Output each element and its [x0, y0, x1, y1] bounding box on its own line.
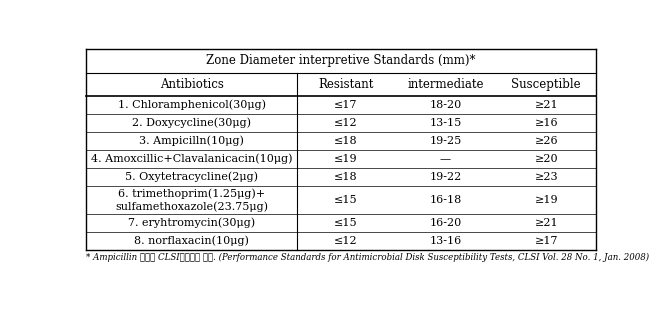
Text: ≥21: ≥21	[535, 100, 558, 110]
Text: ≤17: ≤17	[334, 100, 358, 110]
Text: intermediate: intermediate	[407, 78, 483, 91]
Text: Zone Diameter interpretive Standards (mm)*: Zone Diameter interpretive Standards (mm…	[206, 54, 475, 67]
Text: 16-18: 16-18	[430, 195, 462, 205]
Text: 3. Ampicilln(10μg): 3. Ampicilln(10μg)	[139, 136, 244, 146]
Text: 1. Chloramphenicol(30μg): 1. Chloramphenicol(30μg)	[118, 100, 265, 110]
Text: Antibiotics: Antibiotics	[160, 78, 223, 91]
Text: 5. Oxytetracycline(2μg): 5. Oxytetracycline(2μg)	[125, 172, 258, 182]
Text: ≤15: ≤15	[334, 195, 358, 205]
Text: ≥26: ≥26	[535, 136, 558, 146]
Text: 16-20: 16-20	[430, 218, 462, 228]
Text: 6. trimethoprim(1.25μg)+
sulfamethoxazole(23.75μg): 6. trimethoprim(1.25μg)+ sulfamethoxazol…	[115, 188, 268, 212]
Text: ≥23: ≥23	[535, 172, 558, 182]
Text: 8. norflaxacin(10μg): 8. norflaxacin(10μg)	[134, 236, 249, 246]
Text: 4. Amoxcillic+Clavalanicacin(10μg): 4. Amoxcillic+Clavalanicacin(10μg)	[91, 154, 293, 164]
Text: ≤18: ≤18	[334, 172, 358, 182]
Text: 13-16: 13-16	[430, 236, 462, 246]
Text: ≥16: ≥16	[535, 118, 558, 128]
Text: 18-20: 18-20	[430, 100, 462, 110]
Text: Susceptible: Susceptible	[511, 78, 581, 91]
Text: ≤12: ≤12	[334, 118, 358, 128]
Text: ≥19: ≥19	[535, 195, 558, 205]
Text: ≥20: ≥20	[535, 154, 558, 164]
Text: ≥21: ≥21	[535, 218, 558, 228]
Text: ≤18: ≤18	[334, 136, 358, 146]
Text: 19-22: 19-22	[430, 172, 462, 182]
Text: 13-15: 13-15	[430, 118, 462, 128]
Text: * Ampicillin 의경우 CLSI기준표에 한함. (Performance Standards for Antimicrobial Disk Susc: * Ampicillin 의경우 CLSI기준표에 한함. (Performan…	[86, 252, 649, 261]
Text: 7. eryhtromycin(30μg): 7. eryhtromycin(30μg)	[128, 218, 255, 228]
Text: 2. Doxycycline(30μg): 2. Doxycycline(30μg)	[132, 118, 251, 128]
Text: 19-25: 19-25	[430, 136, 462, 146]
Text: ≤19: ≤19	[334, 154, 358, 164]
Text: Resistant: Resistant	[319, 78, 374, 91]
Text: ≤12: ≤12	[334, 236, 358, 246]
Text: ≥17: ≥17	[535, 236, 558, 246]
Text: —: —	[440, 154, 451, 164]
Text: ≤15: ≤15	[334, 218, 358, 228]
